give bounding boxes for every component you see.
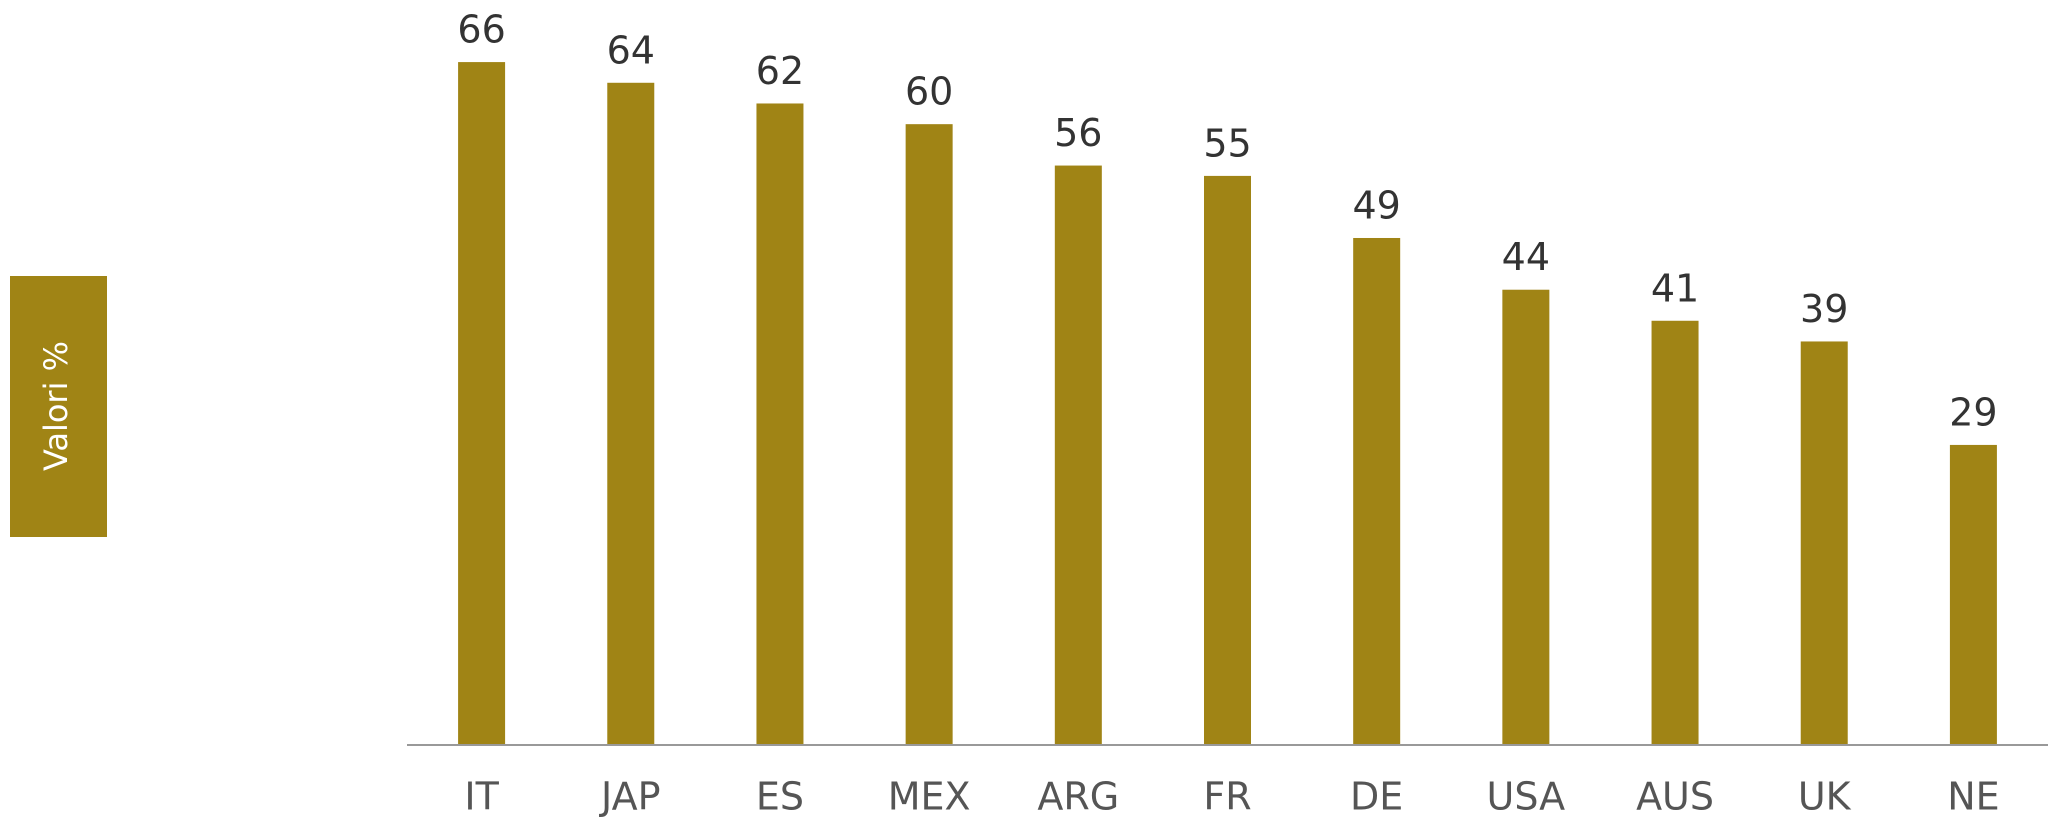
bar <box>756 103 804 745</box>
y-label-box <box>10 276 107 537</box>
x-tick-label: FR <box>1203 775 1251 819</box>
value-label: 39 <box>1800 287 1848 331</box>
value-label: 55 <box>1203 121 1251 165</box>
value-label: 49 <box>1353 183 1401 227</box>
x-tick-label: USA <box>1487 775 1566 819</box>
value-label: 62 <box>756 49 804 93</box>
bar <box>1502 289 1550 745</box>
x-tick-label: AUS <box>1636 775 1714 819</box>
value-label: 41 <box>1651 266 1699 310</box>
x-tick-label: ES <box>756 775 804 819</box>
x-tick-label: ARG <box>1037 775 1119 819</box>
value-label: 60 <box>905 70 953 114</box>
bar <box>1204 175 1251 745</box>
bar <box>1353 237 1401 745</box>
x-tick-label: DE <box>1350 775 1403 819</box>
x-tick-label: JAP <box>599 775 660 819</box>
bar <box>607 82 655 746</box>
x-tick-label: NE <box>1947 775 1999 819</box>
value-label: 56 <box>1054 111 1102 155</box>
y-axis-label: Valori % <box>37 341 75 471</box>
bar <box>1651 320 1699 745</box>
x-tick-label: MEX <box>888 775 971 819</box>
bar <box>458 62 506 746</box>
value-label: 64 <box>607 28 655 72</box>
x-tick-label: IT <box>464 775 499 819</box>
value-label: 66 <box>457 8 505 52</box>
x-tick-label: UK <box>1798 775 1852 819</box>
bar <box>905 124 953 745</box>
bar <box>1949 444 1997 745</box>
bar <box>1054 165 1102 746</box>
value-label: 29 <box>1949 390 1997 434</box>
bar <box>1800 341 1848 745</box>
value-label: 44 <box>1502 235 1550 279</box>
